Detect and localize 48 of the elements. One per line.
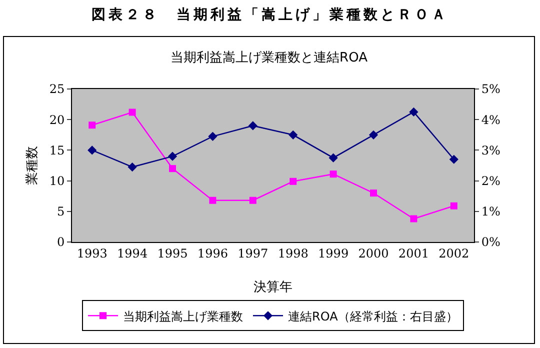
point: [368, 130, 378, 140]
chart-title: 図表２８ 当期利益「嵩上げ」業種数とＲＯＡ: [90, 6, 450, 24]
point: [168, 152, 178, 161]
point: [248, 121, 258, 130]
point: [370, 190, 377, 197]
x-tick-label: 1995: [157, 246, 188, 260]
y-tick-label: 10: [49, 174, 65, 188]
y2-tick-label: 3%: [481, 143, 500, 158]
point: [449, 154, 458, 164]
point: [209, 196, 216, 204]
y-tick-label: 5: [56, 204, 65, 219]
point: [128, 108, 136, 116]
x-tick-label: 1999: [318, 246, 349, 260]
x-tick-label: 1997: [238, 246, 268, 260]
point: [330, 170, 337, 178]
x-tick-label: 1996: [197, 246, 228, 260]
point: [409, 107, 418, 116]
point: [288, 130, 298, 140]
y2-tick-label: 2%: [481, 174, 500, 188]
point: [290, 178, 297, 185]
x-tick-label: 2001: [398, 246, 429, 260]
point: [450, 202, 458, 210]
point: [410, 215, 418, 222]
x-tick-label: 2000: [358, 246, 389, 260]
point: [88, 146, 97, 155]
x-axis-title: 決算年: [254, 280, 292, 295]
y2-tick-label: 0%: [481, 235, 500, 250]
x-tick-label: 1994: [117, 246, 148, 260]
y-axis-title: 業種数: [25, 146, 40, 185]
y-tick-label: 20: [49, 112, 65, 127]
point: [208, 132, 218, 141]
x-tick-label: 2002: [438, 246, 470, 260]
y2-tick-label: 4%: [481, 112, 500, 127]
chart-subtitle: 当期利益嵩上げ業種数と連結ROA: [170, 50, 368, 66]
point: [169, 165, 176, 172]
legend-label: 当期利益嵩上げ業種数: [123, 309, 243, 324]
y-tick-label: 15: [49, 143, 65, 158]
point: [249, 196, 256, 204]
y2-tick-label: 1%: [481, 204, 500, 219]
y-tick-label: 25: [49, 82, 65, 96]
point: [88, 122, 96, 129]
x-tick-label: 1998: [278, 246, 308, 260]
y2-tick-label: 5%: [481, 82, 500, 96]
x-tick-label: 1993: [76, 246, 108, 260]
point: [128, 162, 137, 172]
point: [328, 153, 338, 162]
y-tick-label: 0: [56, 235, 65, 250]
legend-label: 連結ROA（経常利益：右目盛）: [288, 309, 458, 324]
